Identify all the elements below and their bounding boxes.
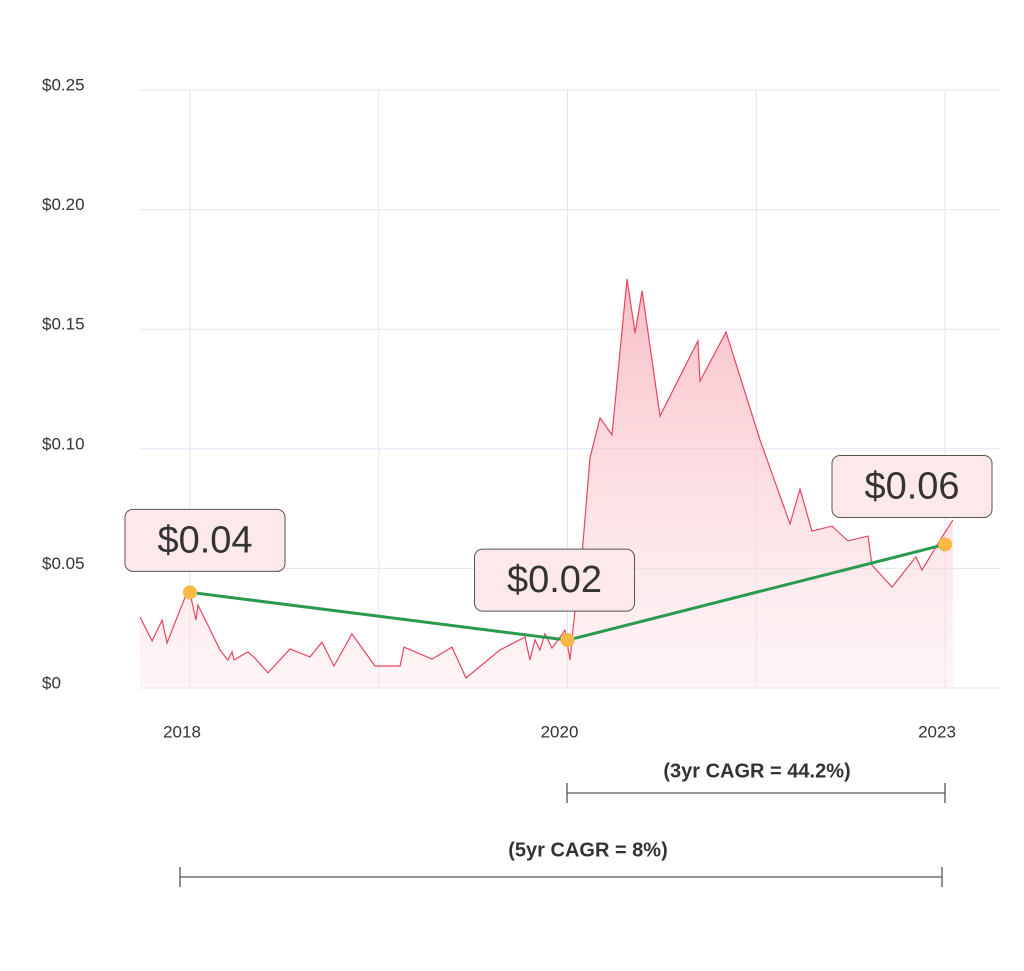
x-tick-label: 2023 [918,722,956,741]
price-area [139,279,953,688]
price-line [139,278,954,679]
y-tick-label: $0.25 [42,75,85,94]
trend-marker [938,537,952,552]
annotation: (5yr CAGR = 8%) [508,839,668,861]
value-label-box [124,508,286,572]
plot: 2018 2020 2023 $0 $0.05 $0.10 $0.15 $0.20 $0.25 $… [42,75,1000,741]
y-tick-label: $0.05 [42,554,85,573]
value-label-box [831,454,993,518]
x-tick-label: 2020 [541,722,579,741]
value-label: $0.06 [864,466,959,508]
value-label: $0.04 [157,519,252,561]
y-tick-label: $0.20 [42,195,85,214]
trend-marker [183,585,197,600]
x-tick-label: 2018 [163,722,201,741]
y-tick-label: $0 [42,673,61,692]
annotation: (3yr CAGR = 44.2%) [663,760,850,782]
value-label-box [474,548,635,612]
y-tick-label: $0.10 [42,434,85,453]
value-label: $0.02 [507,559,602,601]
y-tick-label: $0.15 [42,315,85,334]
trend-marker [560,633,575,648]
brackets [179,783,946,887]
